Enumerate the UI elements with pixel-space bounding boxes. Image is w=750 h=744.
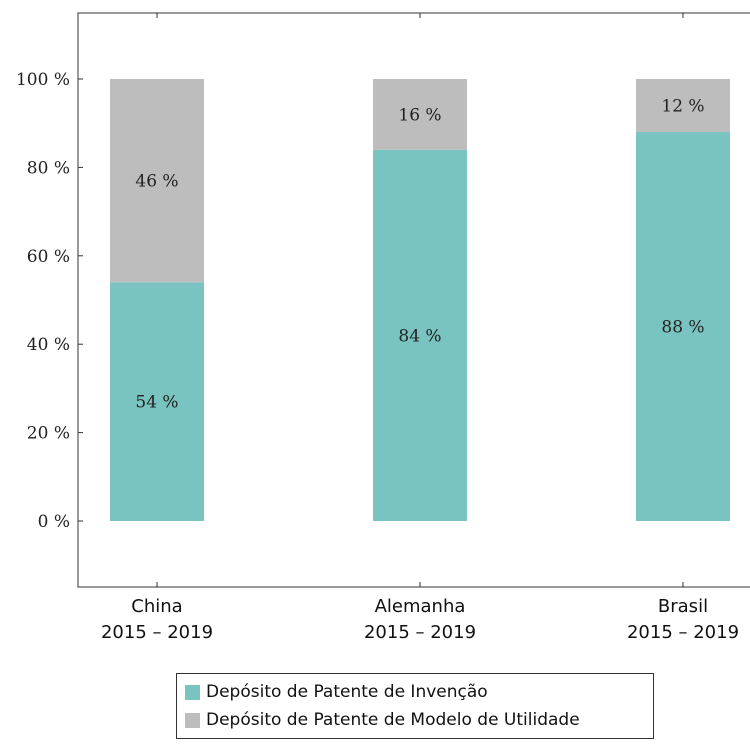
legend-label-invencao: Depósito de Patente de Invenção bbox=[206, 682, 488, 702]
y-axis: 0 % 20 % 40 % 60 % 80 % 100 % bbox=[16, 70, 83, 532]
bar-segment-china-modelo-utilidade bbox=[110, 79, 204, 283]
y-tick-label: 40 % bbox=[27, 335, 70, 355]
legend-item-modelo-utilidade: Depósito de Patente de Modelo de Utilida… bbox=[185, 710, 580, 730]
x-axis: China 2015 – 2019 Alemanha 2015 – 2019 Brasi… bbox=[101, 13, 739, 643]
bar-segment-brasil-invencao bbox=[636, 132, 730, 522]
x-tick-label-alemanha-period: 2015 – 2019 bbox=[364, 622, 476, 643]
x-tick-label-china-name: China bbox=[131, 596, 182, 617]
y-tick-label: 0 % bbox=[38, 512, 70, 532]
data-label-alemanha-modelo-utilidade: 16 % bbox=[398, 105, 441, 125]
legend-item-invencao: Depósito de Patente de Invenção bbox=[185, 682, 488, 702]
data-label-china-modelo-utilidade: 46 % bbox=[135, 172, 178, 192]
plot-frame bbox=[77, 12, 750, 588]
x-tick-label-brasil-name: Brasil bbox=[658, 596, 708, 617]
y-tick-label: 20 % bbox=[27, 424, 70, 444]
data-label-alemanha-invencao: 84 % bbox=[398, 326, 441, 346]
y-tick-label: 100 % bbox=[16, 70, 70, 90]
legend-label-modelo-utilidade: Depósito de Patente de Modelo de Utilida… bbox=[206, 710, 580, 730]
x-tick-label-alemanha-name: Alemanha bbox=[375, 596, 466, 617]
y-tick-label: 60 % bbox=[27, 247, 70, 267]
legend-swatch-modelo-utilidade bbox=[185, 712, 200, 728]
x-tick-label-brasil-period: 2015 – 2019 bbox=[627, 622, 739, 643]
bar-segment-brasil-modelo-utilidade bbox=[636, 79, 730, 133]
bar-segment-china-invencao bbox=[110, 282, 204, 521]
data-label-brasil-modelo-utilidade: 12 % bbox=[661, 97, 704, 117]
x-tick-label-china-period: 2015 – 2019 bbox=[101, 622, 213, 643]
data-label-china-invencao: 54 % bbox=[135, 393, 178, 413]
y-tick-label: 80 % bbox=[27, 158, 70, 178]
bars: 54 % 46 % 84 % 16 % 88 % 12 % bbox=[110, 79, 730, 522]
bar-segment-alemanha-invencao bbox=[373, 149, 467, 521]
bar-segment-alemanha-modelo-utilidade bbox=[373, 79, 467, 150]
legend: Depósito de Patente de Invenção Depósito… bbox=[176, 673, 654, 739]
data-label-brasil-invencao: 88 % bbox=[661, 318, 704, 338]
legend-swatch-invencao bbox=[185, 684, 200, 700]
